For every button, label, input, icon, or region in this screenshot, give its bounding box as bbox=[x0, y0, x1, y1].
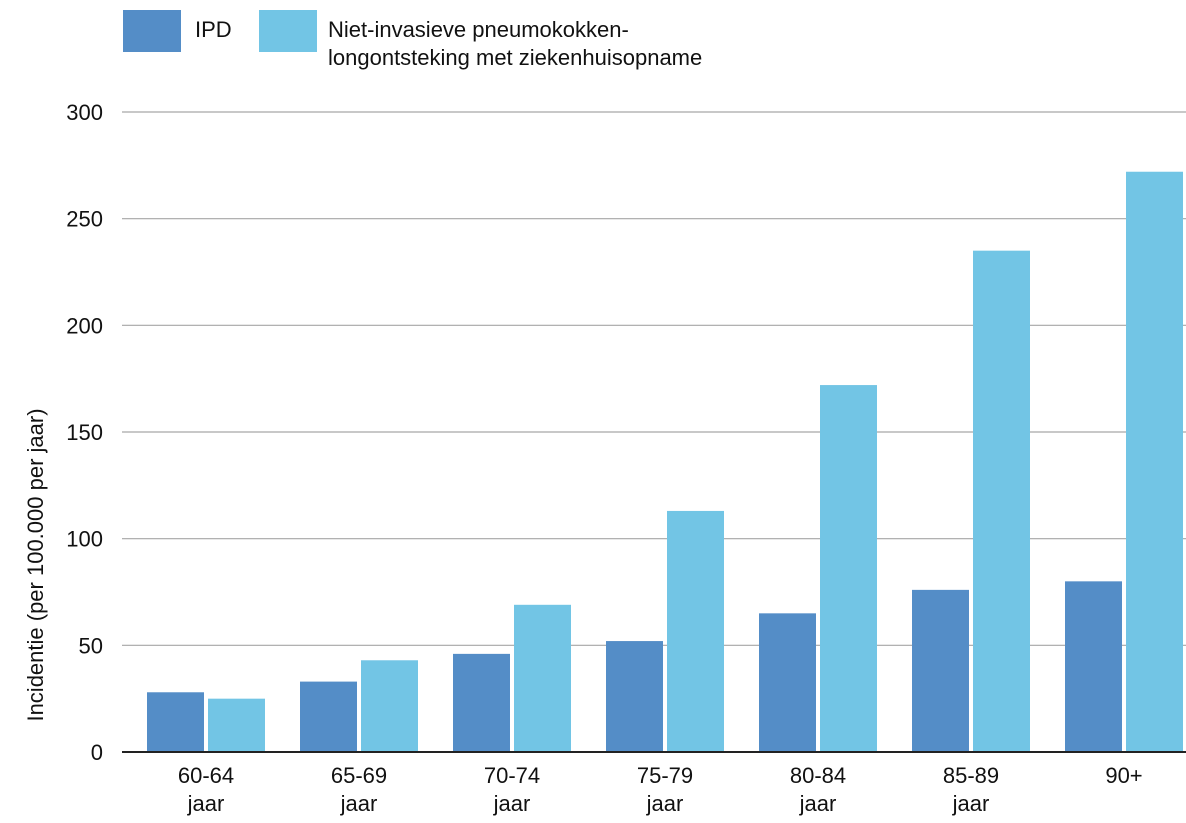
y-tick-label: 50 bbox=[79, 633, 103, 658]
y-tick-label: 300 bbox=[66, 100, 103, 125]
y-tick-label: 200 bbox=[66, 313, 103, 338]
x-axis: 60-64 jaar 65-69 jaar 70-74 jaar 75-79 jaar 80-8… bbox=[122, 751, 1186, 816]
bar-niet-invasieve bbox=[361, 660, 418, 752]
x-tick-label: 80-84 jaar bbox=[790, 763, 846, 816]
bar-ipd bbox=[1065, 581, 1122, 752]
legend-label: IPD bbox=[195, 17, 232, 42]
legend: IPD Niet-invasieve pneumokokken-longontst… bbox=[123, 10, 702, 70]
bar-niet-invasieve bbox=[208, 698, 265, 752]
bar-ipd bbox=[300, 681, 357, 752]
y-tick-label: 250 bbox=[66, 207, 103, 232]
y-tick-label: 100 bbox=[66, 527, 103, 552]
bar-niet-invasieve bbox=[514, 604, 571, 752]
bar-ipd bbox=[453, 653, 510, 752]
legend-swatch bbox=[123, 10, 181, 52]
y-axis-label: Incidentie (per 100.000 per jaar) bbox=[23, 408, 48, 721]
bar-ipd bbox=[759, 613, 816, 752]
bar-niet-invasieve bbox=[820, 385, 877, 752]
bar-ipd bbox=[606, 641, 663, 752]
y-tick-label: 0 bbox=[91, 740, 103, 765]
legend-swatch bbox=[259, 10, 317, 52]
bar-niet-invasieve bbox=[667, 510, 724, 752]
bar-niet-invasieve bbox=[973, 250, 1030, 752]
x-tick-label: 65-69 jaar bbox=[331, 763, 387, 816]
bar-ipd bbox=[912, 589, 969, 752]
x-tick-label: 70-74 jaar bbox=[484, 763, 540, 816]
y-tick-label: 150 bbox=[66, 420, 103, 445]
x-tick-label: 60-64 jaar bbox=[178, 763, 234, 816]
x-tick-label: 85-89 jaar bbox=[943, 763, 999, 816]
bar-niet-invasieve bbox=[1126, 171, 1183, 752]
y-axis: 0 50 100 150 200 250 300 bbox=[66, 100, 103, 765]
legend-label: Niet-invasieve pneumokokken-longontsteki… bbox=[328, 17, 702, 70]
bar-ipd bbox=[147, 692, 204, 752]
x-tick-label: 75-79 jaar bbox=[637, 763, 693, 816]
x-tick-label: 90+ bbox=[1105, 763, 1142, 788]
bars bbox=[147, 171, 1183, 752]
